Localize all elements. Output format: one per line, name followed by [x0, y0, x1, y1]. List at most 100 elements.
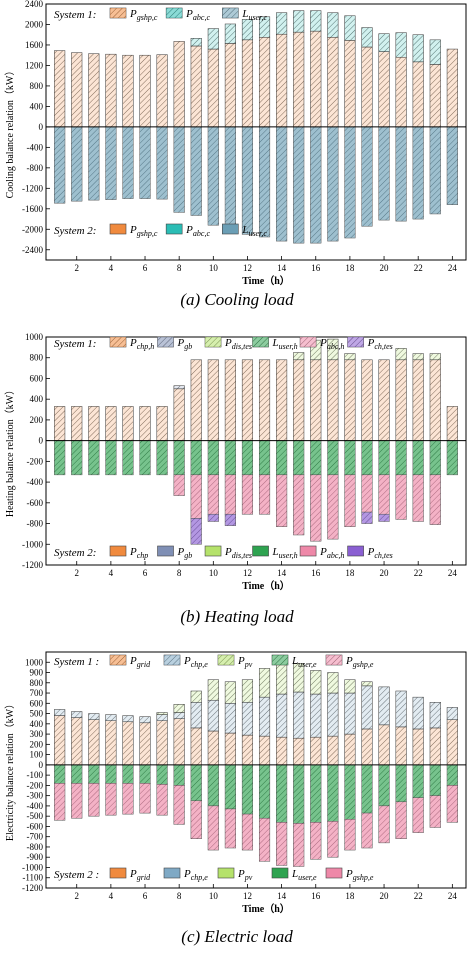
bar-s2-hatch-2-1-6	[156, 784, 168, 816]
bar-s1-hatch-2-0-4	[122, 721, 134, 766]
xlabel-0: Time（h）	[242, 274, 290, 287]
bar-s1-hatch-2-0-3	[105, 720, 117, 766]
bar-s1-hatch-2-1-19	[378, 686, 390, 726]
bar-s1-hatch-2-0-19	[378, 724, 390, 766]
ytick-label-1-2: -800	[27, 519, 44, 529]
bar-s2-hatch-1-1-15	[310, 474, 322, 542]
legend-swatch-tint-1-1-3	[252, 337, 269, 347]
xtick-label-2-1: 4	[109, 891, 114, 901]
bar-s2-hatch-2-0-6	[156, 764, 168, 785]
bar-s1-hatch-2-0-20	[395, 726, 407, 766]
legend-swatch-tint-0-1-0	[110, 8, 126, 18]
bar-s1-hatch-2-1-12	[258, 696, 271, 737]
bar-s2-hatch-0-2-7	[173, 126, 185, 213]
bar-s1-hatch-0-1-8	[190, 38, 202, 47]
xtick-label-2-3: 8	[177, 891, 182, 901]
ytick-label-0-3: -1200	[22, 183, 43, 193]
bar-s2-hatch-1-1-8	[190, 474, 202, 519]
bar-s2-hatch-2-0-2	[88, 764, 100, 784]
bar-s2-hatch-1-0-1	[71, 440, 83, 475]
bar-s1-hatch-2-0-12	[258, 735, 271, 766]
bar-s1-hatch-2-2-7	[173, 704, 185, 713]
bar-s2-hatch-0-2-12	[259, 126, 270, 237]
ytick-label-2-8: -400	[27, 801, 44, 811]
bar-s1-hatch-2-1-3	[105, 714, 117, 721]
bar-s1-hatch-1-0-6	[156, 406, 168, 441]
bar-s1-hatch-0-1-17	[344, 15, 356, 41]
bar-s1-hatch-2-0-21	[412, 728, 424, 766]
bar-s2-hatch-2-1-14	[293, 823, 304, 867]
xtick-label-2-0: 2	[74, 891, 79, 901]
bar-s2-hatch-2-1-7	[173, 785, 185, 825]
legend-label-1-1-4: Pabc,h	[319, 337, 344, 351]
bar-s2-hatch-2-0-11	[242, 764, 253, 815]
bar-s2-hatch-0-2-15	[310, 126, 322, 244]
bar-s1-hatch-2-2-13	[276, 664, 288, 695]
bar-s1-hatch-0-1-9	[207, 28, 219, 50]
bar-s1-hatch-0-1-12	[258, 16, 271, 38]
bar-s1-hatch-0-1-16	[327, 12, 339, 38]
bar-s1-hatch-1-0-21	[412, 359, 424, 441]
legend-swatch-tint-2-1-3	[272, 655, 288, 665]
bar-s2-hatch-2-0-0	[54, 764, 65, 784]
bar-s1-hatch-1-0-16	[327, 359, 339, 441]
bar-s2-hatch-0-2-6	[156, 126, 168, 200]
bar-s2-hatch-2-1-16	[327, 821, 339, 858]
bar-s2-hatch-1-2-9	[208, 514, 219, 522]
xtick-label-1-2: 6	[143, 568, 148, 578]
bar-s2-hatch-1-2-18	[361, 512, 373, 524]
bar-s1-hatch-1-0-23	[446, 406, 458, 441]
bar-s1-hatch-0-0-2	[88, 53, 100, 128]
xtick-label-0-2: 6	[143, 263, 148, 273]
bar-s1-hatch-2-1-18	[361, 685, 373, 730]
bar-s2-hatch-1-0-15	[310, 440, 322, 475]
caption-2: (c) Electric load	[181, 927, 293, 946]
ytick-label-2-16: 400	[30, 719, 44, 729]
bar-s2-hatch-1-1-21	[412, 474, 424, 522]
bar-s2-hatch-1-0-11	[242, 440, 253, 475]
legend-label-1-2-0: Pchp	[129, 546, 148, 560]
bar-s1-hatch-0-1-11	[241, 19, 254, 41]
ytick-label-1-10: 800	[30, 353, 44, 363]
legend2-title-2: System 2 :	[54, 869, 99, 881]
bar-s2-hatch-0-2-10	[225, 126, 236, 230]
legend-label-0-1-2: Luser,c	[241, 8, 267, 22]
legend-swatch-2-2-1	[163, 867, 181, 879]
legend-label-2-2-1: Pchp,e	[183, 868, 208, 882]
bar-s1-hatch-2-1-17	[344, 692, 356, 735]
legend-swatch-2-2-4	[325, 867, 343, 879]
legend-label-2-2-0: Pgrid	[129, 868, 151, 882]
bar-s1-hatch-0-0-13	[276, 33, 288, 128]
bar-s2-hatch-2-1-4	[122, 783, 134, 815]
legend-swatch-0-2-1	[165, 223, 183, 235]
xtick-label-1-6: 14	[277, 568, 287, 578]
legend1-title-0: System 1:	[54, 9, 96, 21]
bar-s2-hatch-1-2-19	[378, 514, 390, 522]
bar-s2-hatch-1-1-17	[344, 474, 356, 527]
xtick-label-2-7: 16	[311, 891, 321, 901]
ytick-label-1-1: -1000	[22, 539, 43, 549]
xtick-label-1-8: 18	[345, 568, 355, 578]
ytick-label-1-0: -1200	[22, 560, 43, 570]
legend-label-0-2-1: Pabc,c	[185, 224, 210, 238]
xtick-label-1-4: 10	[209, 568, 219, 578]
bar-s2-hatch-1-1-16	[327, 474, 339, 540]
bar-s2-hatch-1-0-23	[447, 440, 458, 475]
bar-s2-hatch-2-0-16	[327, 764, 339, 822]
bar-s2-hatch-2-0-15	[310, 764, 322, 823]
bar-s1-hatch-2-1-15	[310, 693, 322, 738]
bar-s2-hatch-2-1-22	[429, 795, 441, 828]
bar-s2-hatch-2-1-11	[242, 814, 253, 851]
xtick-label-0-8: 18	[345, 263, 355, 273]
bar-s2-hatch-2-1-0	[54, 783, 65, 821]
bar-s1-hatch-0-0-16	[327, 37, 339, 128]
legend1-title-1: System 1:	[54, 338, 96, 350]
xtick-label-2-5: 12	[243, 891, 252, 901]
bar-s1-hatch-1-0-10	[224, 359, 236, 441]
bar-s1-hatch-0-1-15	[310, 10, 322, 32]
ytick-label-2-13: 100	[30, 750, 44, 760]
ytick-label-1-6: 0	[39, 436, 44, 446]
ytick-label-0-8: 800	[30, 81, 44, 91]
legend-label-2-2-2: Ppv	[237, 868, 253, 882]
panel-0: -2400 -2000 -1600 -1200 -800 -400 0 400 800 1200 1…	[4, 0, 467, 309]
